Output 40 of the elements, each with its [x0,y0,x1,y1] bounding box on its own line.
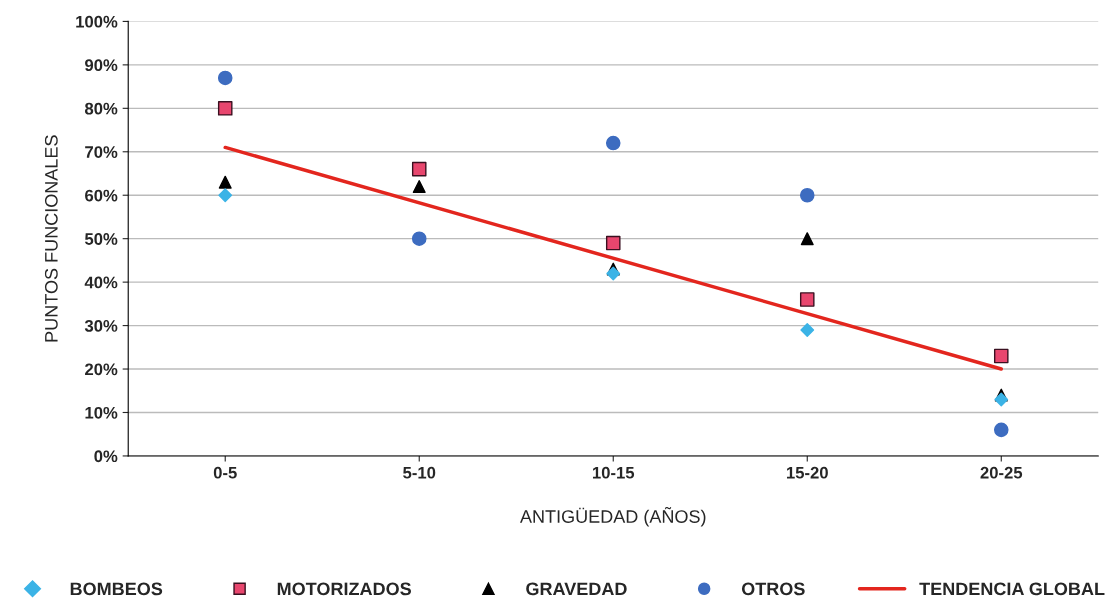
point [605,235,621,251]
legend-label: BOMBEOS [70,582,163,596]
y-tick-label: 70% [85,146,118,158]
point [411,161,427,177]
y-tick-label: 20% [85,363,118,376]
y-tick-label: 50% [84,233,118,245]
y-tick-label: 0% [94,450,118,463]
point [605,135,621,151]
point [993,348,1009,364]
x-tick-label: 10-15 [592,466,635,479]
legend-label: OTROS [741,582,805,596]
point [217,70,233,86]
point [218,188,233,203]
point [993,422,1009,438]
point [411,231,427,246]
point [800,232,814,246]
y-tick-label: 60% [85,189,118,202]
legend-label: MOTORIZADOS [277,582,411,596]
legend-label: GRAVEDAD [526,582,627,596]
y-tick-label: 100% [76,15,118,28]
x-tick-label: 5-10 [403,466,436,479]
point [218,175,232,189]
point [800,323,815,337]
point [799,187,815,203]
point [606,266,621,281]
point [994,392,1009,407]
x-axis-title: ANTIGÜEDAD (AÑOS) [519,506,706,527]
y-tick-label: 30% [84,319,118,332]
x-tick-label: 15-20 [787,466,828,479]
point [217,101,233,116]
y-tick-label: 10% [85,406,118,419]
point [412,180,426,194]
x-tick-label: 20-25 [980,466,1023,479]
y-tick-label: 80% [84,102,118,115]
legend-label: TENDENCIA GLOBAL [919,582,1105,596]
point [799,292,815,307]
y-axis-title: PUNTOS FUNCIONALES [44,135,58,342]
y-tick-label: 40% [84,276,118,289]
y-tick-label: 90% [85,59,118,72]
x-tick-label: 0-5 [213,466,237,479]
